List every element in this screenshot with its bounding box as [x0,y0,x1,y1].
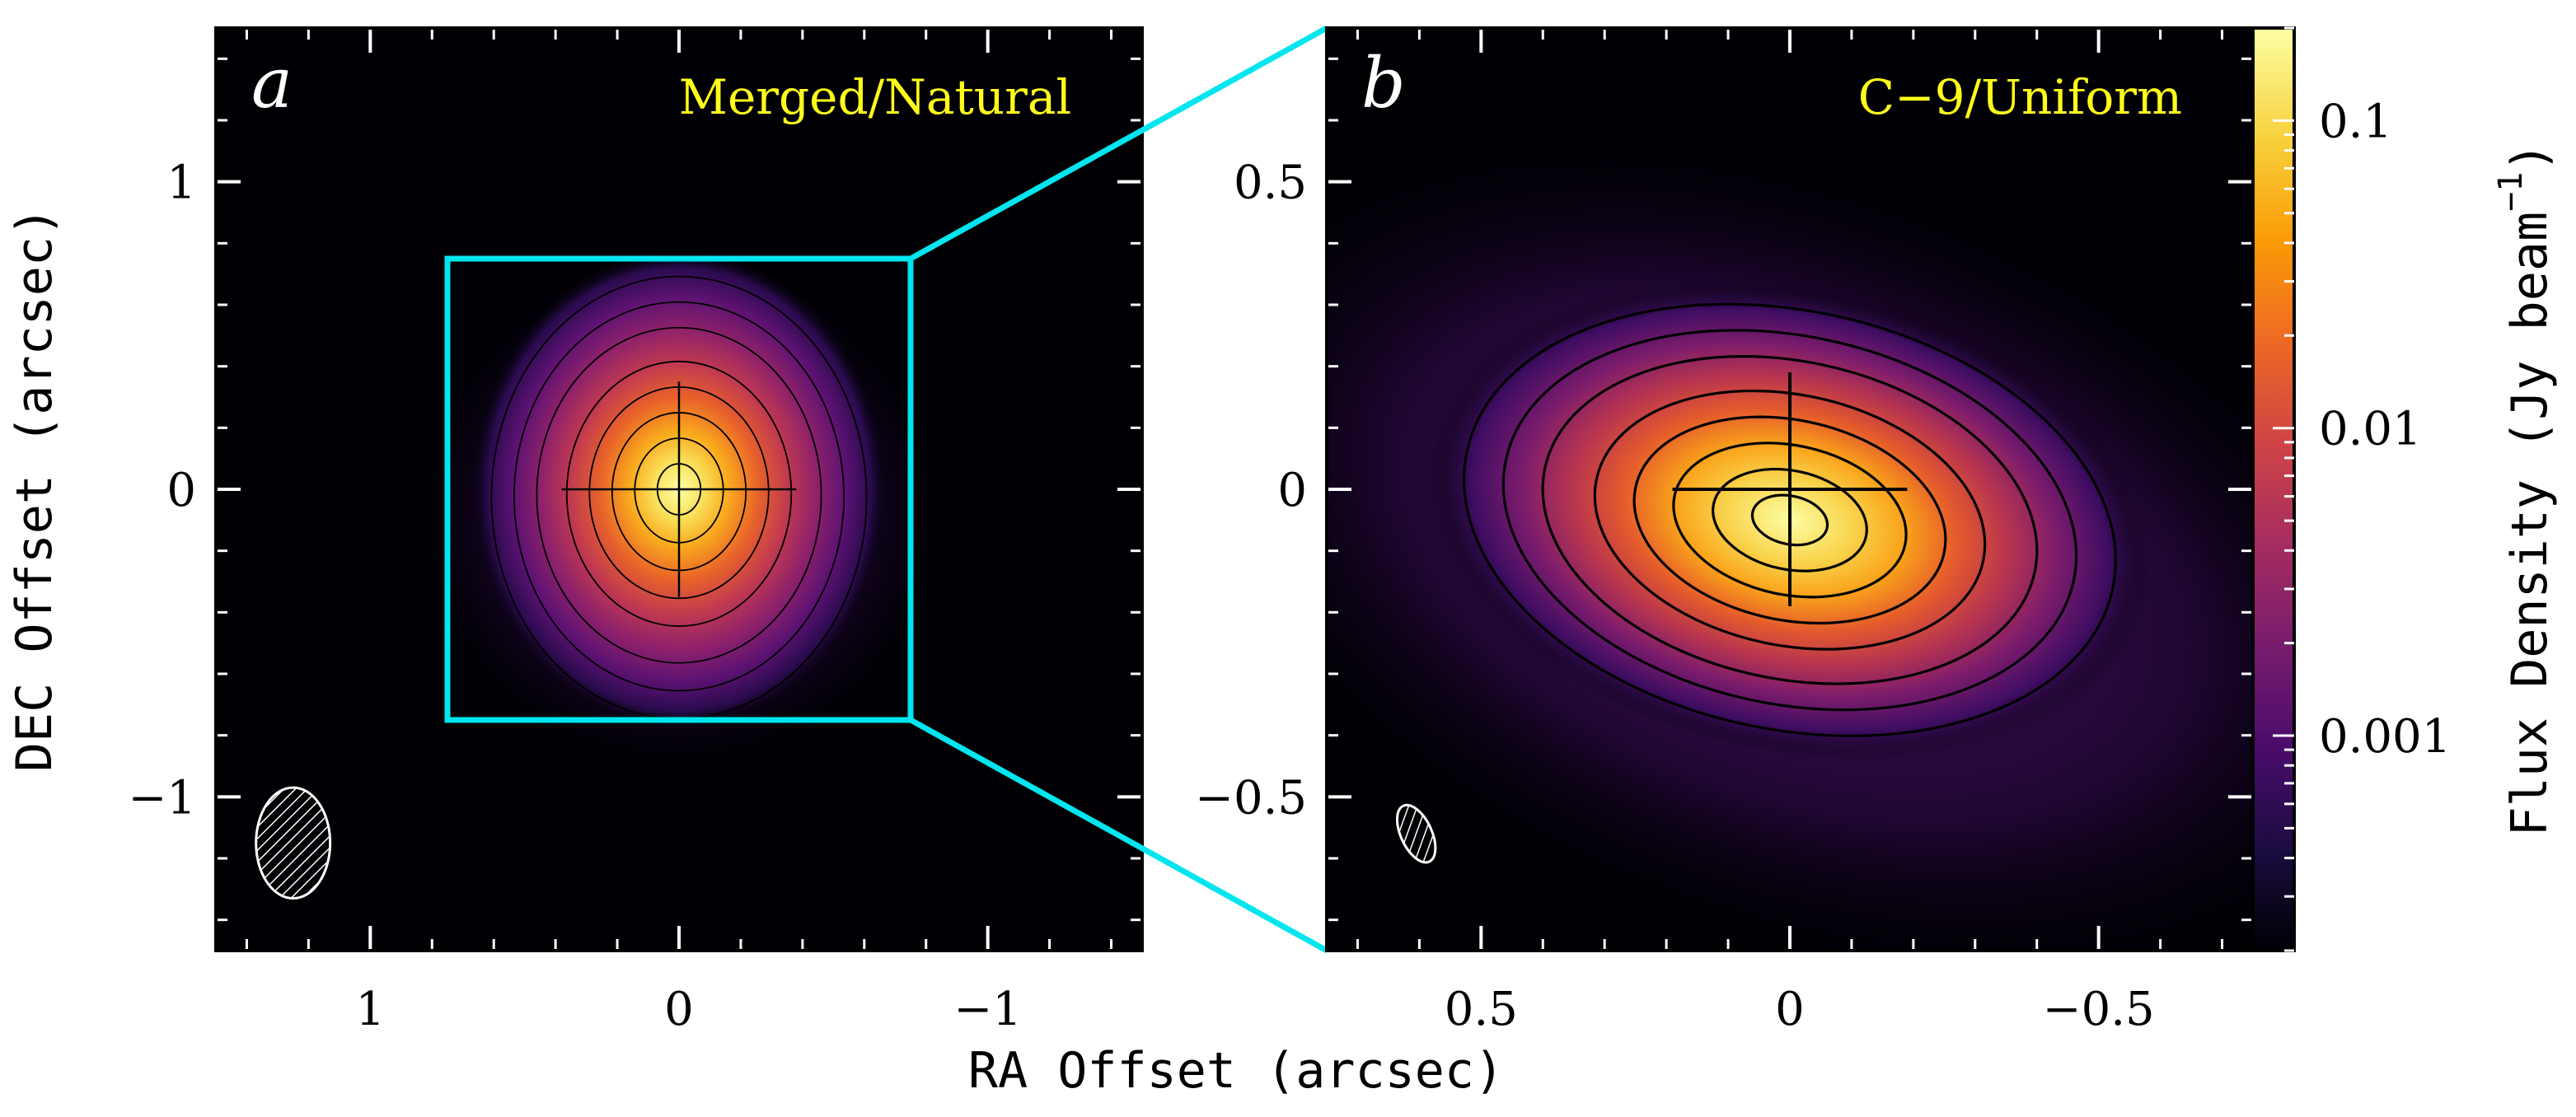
colorbar-tick-label: 0.01 [2319,403,2422,456]
zoom-connector-bottom [909,717,1328,954]
panel-a: 1 0 −1 1 0 −1 a Merged/Natural [128,26,1144,1036]
zoom-connectors [909,25,1328,954]
panel-a-contour [513,301,845,692]
colorbar-gradient [2251,26,2296,952]
panel-b-y-tick-label: 0.5 [1234,157,1307,210]
panel-b-ticks: 0.5 0 −0.5 0.5 0 −0.5 [1195,28,2253,1036]
colorbar-label: Flux Density (Jy beam−1) [2492,143,2559,837]
panel-b-y-tick-label: −0.5 [1195,771,1307,825]
colorbar-label-suffix: ) [2501,143,2559,172]
panel-a-zoom-box [444,255,914,723]
panel-b-contour [1501,329,2078,712]
panel-a-source-cross [561,381,797,597]
panel-b-x-tick-label: 0.5 [1445,983,1518,1036]
panel-b-x-tick-label: 0 [1775,983,1805,1036]
panel-a-y-tick-label: 0 [166,464,196,517]
colorbar-tick-label: 0.001 [2319,710,2451,764]
panel-b-contour [1463,302,2117,737]
panel-b-title: C−9/Uniform [1858,69,2182,125]
panel-b-beam [1395,803,1437,864]
panel-a-ticks: 1 0 −1 1 0 −1 [128,28,1142,1036]
panel-a-letter: a [251,43,293,124]
panel-b-letter: b [1361,43,1406,124]
panel-b-source-cross [1672,372,1908,606]
colorbar-label-exponent: −1 [2492,172,2530,212]
colorbar-tick-label: 0.1 [2319,95,2392,148]
panel-b-beam-ellipse [1395,803,1437,864]
colorbar: 0.1 0.01 0.001 Flux Density (Jy beam−1) [2251,26,2559,952]
panel-a-contour [536,326,822,664]
panel-b-y-tick-label: 0 [1277,464,1307,517]
panel-a-x-tick-label: 0 [664,983,694,1036]
panel-a-beam [255,786,332,900]
panel-a-frame [214,26,1144,952]
panel-b-contours [1463,302,2117,737]
zoom-box-rect [444,255,914,723]
panel-b-contour [1672,442,1908,599]
x-axis-title: RA Offset (arcsec) [968,1042,1504,1100]
y-axis-title: DEC Offset (arcsec) [6,207,63,772]
colorbar-ticks: 0.1 0.01 0.001 [2273,26,2451,952]
panel-b-contour [1750,493,1829,547]
panel-a-beam-ellipse [255,786,332,900]
panel-a-contour [565,360,793,627]
panel-a-x-tick-label: 1 [356,983,386,1036]
panel-b-contour [1712,467,1868,573]
zoom-connector-top [909,25,1328,262]
panel-a-y-tick-label: 1 [166,157,196,210]
panel-a-x-tick-label: −1 [953,983,1022,1036]
panel-a-y-tick-label: −1 [128,771,196,825]
panel-b-x-tick-label: −0.5 [2043,983,2155,1036]
panel-a-title: Merged/Natural [679,69,1071,125]
panel-b: 0.5 0 −0.5 0.5 0 −0.5 b C−9/Uniform [1195,26,2255,1036]
panel-b-contour [1632,415,1947,625]
panel-b-contour [1593,389,1987,651]
panel-b-contour [1541,355,2039,685]
